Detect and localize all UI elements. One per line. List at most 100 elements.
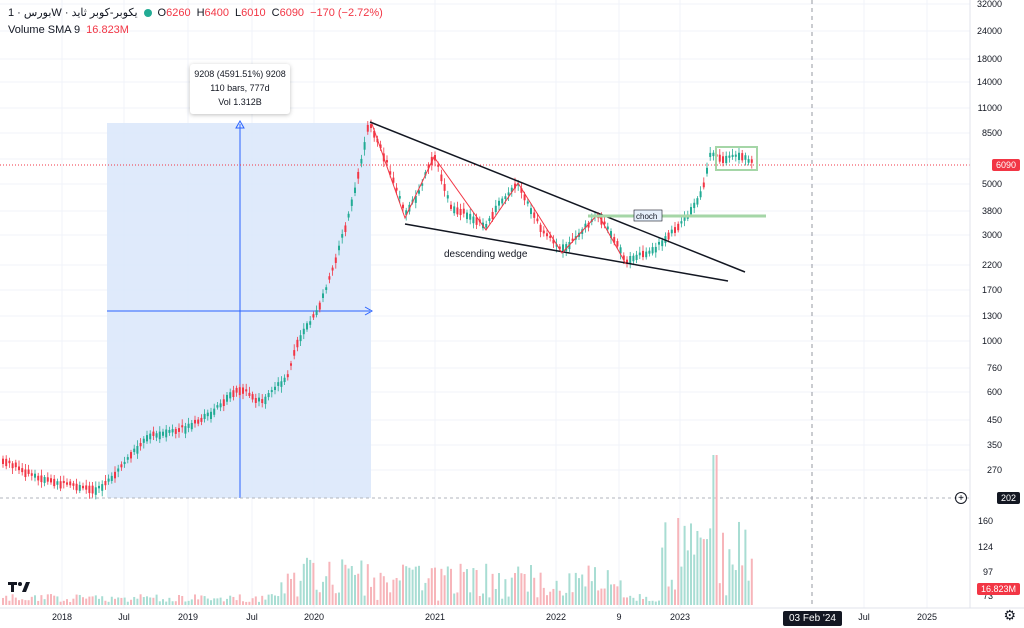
volume-bar bbox=[152, 597, 155, 605]
volume-title[interactable]: Volume SMA 9 bbox=[8, 24, 81, 36]
candle-body bbox=[142, 438, 145, 443]
volume-bar bbox=[101, 596, 104, 605]
volume-bar bbox=[158, 601, 161, 605]
choch-label[interactable]: choch bbox=[636, 212, 657, 221]
volume-bar bbox=[731, 564, 734, 605]
top-range-box[interactable] bbox=[715, 146, 758, 171]
gear-icon[interactable]: ⚙ bbox=[1003, 607, 1016, 623]
price-tick: 1700 bbox=[982, 285, 1002, 295]
volume-bar bbox=[546, 595, 548, 605]
volume-bar bbox=[594, 567, 596, 605]
candle-body bbox=[421, 183, 424, 186]
volume-bar bbox=[427, 578, 430, 605]
candle-body bbox=[520, 188, 523, 193]
candle-body bbox=[514, 183, 516, 189]
candle-body bbox=[168, 429, 171, 433]
plus-circle-icon[interactable]: + bbox=[955, 492, 967, 504]
candle-body bbox=[658, 241, 660, 245]
candle-body bbox=[328, 276, 331, 280]
candle-body bbox=[562, 244, 564, 253]
candle-body bbox=[194, 419, 196, 424]
wedge-lower-trendline[interactable] bbox=[404, 223, 729, 282]
candle-body bbox=[216, 405, 219, 408]
volume-bar bbox=[229, 595, 232, 605]
candle-body bbox=[274, 386, 276, 391]
time-tick: 9 bbox=[616, 612, 621, 622]
volume-bar bbox=[11, 594, 14, 605]
volume-bar bbox=[56, 596, 59, 605]
wedge-label[interactable]: descending wedge bbox=[444, 249, 528, 260]
candle-body bbox=[402, 204, 404, 209]
candle-body bbox=[312, 314, 315, 318]
ohlc-legend[interactable]: بورس · 1W · یکوبر-کوبر ثاید O6260 H6400 … bbox=[8, 6, 383, 20]
candle-body bbox=[286, 374, 289, 378]
volume-bar bbox=[5, 595, 8, 605]
candle-body bbox=[680, 221, 683, 224]
volume-bar bbox=[322, 581, 324, 605]
volume-bar bbox=[616, 586, 619, 605]
candle-body bbox=[101, 484, 104, 491]
candle-body bbox=[565, 244, 568, 251]
volume-bar bbox=[53, 595, 56, 605]
candle-body bbox=[242, 387, 244, 394]
volume-bar bbox=[267, 594, 270, 605]
volume-bar bbox=[261, 595, 264, 605]
candle-body bbox=[587, 222, 590, 228]
candle-body bbox=[354, 187, 356, 194]
candle-body bbox=[651, 247, 654, 254]
candle-body bbox=[549, 235, 552, 238]
zigzag-structure[interactable] bbox=[371, 123, 627, 265]
candle-body bbox=[232, 390, 235, 398]
volume-bar bbox=[622, 597, 625, 605]
candle-body bbox=[133, 448, 136, 453]
volume-bar bbox=[206, 598, 209, 605]
volume-bar bbox=[149, 597, 152, 605]
candle-body bbox=[677, 223, 680, 231]
volume-bar bbox=[750, 558, 753, 605]
volume-bar bbox=[75, 594, 78, 605]
volume-bar bbox=[50, 594, 52, 605]
candle-body bbox=[738, 152, 740, 160]
candle-body bbox=[654, 246, 657, 253]
candle-body bbox=[302, 328, 305, 335]
tradingview-logo-icon[interactable] bbox=[8, 580, 32, 598]
volume-bar bbox=[424, 582, 427, 605]
time-tick: 2019 bbox=[178, 612, 198, 622]
volume-bar bbox=[280, 582, 283, 605]
time-axis[interactable]: 2018 Jul 2019 Jul 2020 2021 2022 9 2023 Jul 2025 bbox=[52, 612, 937, 622]
volume-bar bbox=[715, 455, 718, 605]
candle-body bbox=[344, 225, 347, 232]
last-volume-tag: 16.823M bbox=[976, 583, 1020, 595]
volume-bar bbox=[632, 597, 635, 605]
measure-line-2: 110 bars, 777d bbox=[210, 83, 270, 93]
volume-bar bbox=[296, 596, 299, 605]
volume-axis[interactable]: 160 124 97 73 bbox=[978, 516, 993, 601]
choch-label-box[interactable] bbox=[633, 209, 663, 222]
volume-bar bbox=[168, 597, 171, 605]
symbol-label[interactable]: بورس · 1W · یکوبر-کوبر ثاید bbox=[8, 7, 138, 19]
volume-legend[interactable]: Volume SMA 9 16.823M bbox=[8, 24, 129, 36]
volume-bar bbox=[571, 592, 574, 605]
volume-bar bbox=[408, 567, 411, 605]
volume-bar bbox=[584, 586, 587, 605]
volume-bar bbox=[574, 572, 577, 605]
volume-bar bbox=[190, 599, 193, 605]
volume-bar bbox=[485, 563, 488, 605]
volume-bar bbox=[542, 587, 545, 605]
candle-body bbox=[213, 408, 216, 415]
candle-body bbox=[469, 213, 472, 220]
candle-body bbox=[238, 387, 241, 396]
price-tick: 32000 bbox=[977, 0, 1002, 9]
candle-body bbox=[155, 433, 158, 438]
candle-body bbox=[309, 321, 312, 325]
candle-body bbox=[645, 251, 648, 258]
candle-body bbox=[395, 187, 398, 191]
volume-bar bbox=[235, 600, 238, 605]
candle-body bbox=[24, 469, 27, 478]
wedge-upper-trendline[interactable] bbox=[369, 121, 746, 273]
volume-bar bbox=[325, 576, 328, 605]
price-axis[interactable]: 32000 24000 18000 14000 11000 8500 5000 3800 300… bbox=[977, 0, 1002, 475]
volume-bar bbox=[494, 588, 497, 605]
candle-body bbox=[107, 478, 110, 482]
